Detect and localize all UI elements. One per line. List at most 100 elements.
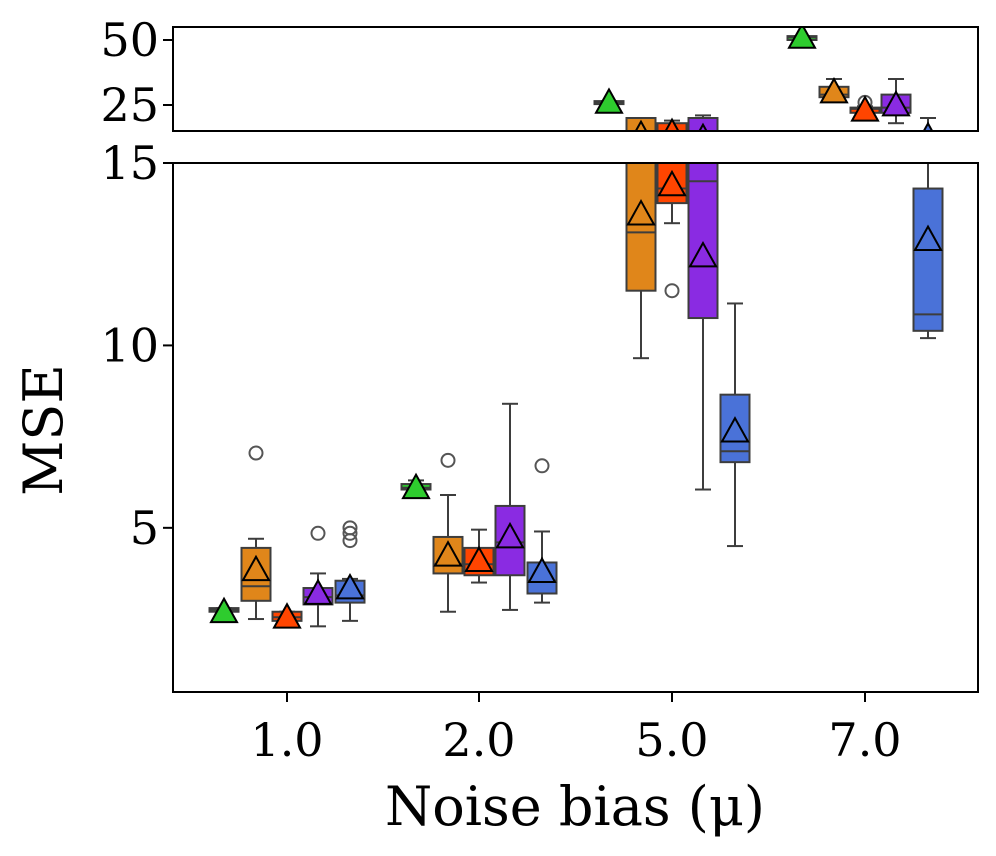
mean-marker	[433, 540, 463, 567]
outlier-point	[310, 525, 326, 541]
y-tick-label: 10	[100, 318, 159, 372]
box-group	[656, 117, 688, 147]
box-iqr	[434, 158, 463, 161]
box-group	[914, 117, 943, 143]
mean-marker	[303, 578, 333, 605]
mean-marker	[495, 521, 525, 549]
mean-marker	[435, 146, 461, 169]
box-iqr	[625, 163, 657, 292]
box-group	[656, 163, 688, 299]
mean-marker	[337, 148, 363, 171]
outlier-point	[534, 458, 550, 474]
box-iqr	[242, 158, 271, 162]
box-group	[242, 145, 271, 170]
outlier-point	[248, 445, 264, 461]
x-tick-label: 1.0	[250, 713, 323, 767]
mean-marker	[529, 147, 555, 170]
box-group	[336, 148, 365, 171]
box-group	[334, 520, 366, 622]
box-group	[465, 146, 494, 169]
mean-marker	[657, 169, 687, 197]
outlier-point	[666, 134, 679, 147]
mean-marker	[464, 545, 494, 573]
box-group	[302, 525, 334, 628]
x-axis-label: Noise bias (μ)	[385, 775, 765, 838]
box-group	[494, 402, 526, 611]
y-tick-label: 5	[130, 501, 159, 555]
box-group	[208, 596, 240, 624]
outlier-point	[536, 146, 549, 159]
box-group	[304, 149, 333, 172]
mean-marker	[527, 556, 557, 584]
top-panel-frame	[172, 26, 979, 132]
mean-marker	[881, 89, 911, 117]
box-group	[687, 163, 719, 491]
mean-marker	[594, 87, 624, 114]
x-tick-label: 7.0	[828, 713, 901, 767]
box-group	[402, 141, 431, 164]
box-group	[432, 452, 464, 613]
mean-marker	[211, 150, 237, 173]
box-group	[625, 117, 657, 131]
box-group	[210, 150, 239, 173]
x-tick-label: 2.0	[442, 713, 515, 767]
mean-marker	[497, 145, 523, 168]
outlier-point	[664, 283, 680, 299]
box-group	[434, 146, 463, 170]
box-group	[625, 163, 657, 360]
outlier-point	[250, 145, 263, 158]
mean-marker	[819, 76, 849, 104]
box-iqr	[912, 187, 944, 332]
box-group	[400, 472, 432, 500]
box-group	[240, 445, 272, 621]
box-group	[786, 27, 818, 49]
box-iqr	[465, 158, 494, 161]
x-tick-label: 5.0	[635, 713, 708, 767]
outlier-point	[442, 146, 455, 159]
mean-marker	[634, 119, 648, 131]
y-tick-label: 15	[100, 136, 159, 190]
mean-marker	[698, 122, 708, 131]
mean-marker	[913, 224, 943, 252]
mean-marker	[688, 240, 718, 268]
box-group	[721, 137, 750, 160]
mean-marker	[335, 572, 365, 600]
box-group	[463, 528, 495, 584]
outlier-point	[344, 151, 357, 164]
mean-marker	[466, 146, 492, 169]
outlier-point	[344, 151, 357, 164]
mean-marker	[720, 416, 750, 443]
y-axis-label: MSE	[12, 364, 75, 496]
box-iqr	[496, 155, 525, 160]
mean-marker	[403, 141, 429, 164]
mean-marker	[209, 596, 239, 624]
mean-marker	[272, 602, 302, 629]
mean-marker	[241, 554, 271, 582]
mean-marker	[722, 137, 748, 160]
box-group	[271, 602, 303, 629]
y-tick-label: 50	[100, 13, 159, 67]
box-group	[818, 76, 850, 104]
main-panel: 5 10 15 1.0 2.0 5.0 7.0	[100, 136, 979, 767]
outlier-point	[312, 151, 325, 164]
outlier-point	[342, 520, 358, 536]
mean-marker	[664, 117, 680, 131]
outlier-point	[342, 525, 358, 541]
box-group	[593, 87, 625, 114]
main-panel-frame	[172, 162, 979, 693]
box-group	[687, 114, 719, 131]
y-tick-label: 25	[100, 78, 159, 132]
box-iqr	[402, 154, 431, 157]
box-group	[528, 146, 557, 170]
box-group	[526, 458, 558, 604]
box-group	[880, 78, 912, 125]
box-iqr	[914, 133, 943, 143]
box-group	[496, 145, 525, 168]
mean-marker	[243, 147, 269, 170]
mean-marker	[305, 149, 331, 172]
box-group	[719, 302, 751, 548]
mean-marker	[922, 121, 934, 131]
box-group	[912, 163, 944, 340]
